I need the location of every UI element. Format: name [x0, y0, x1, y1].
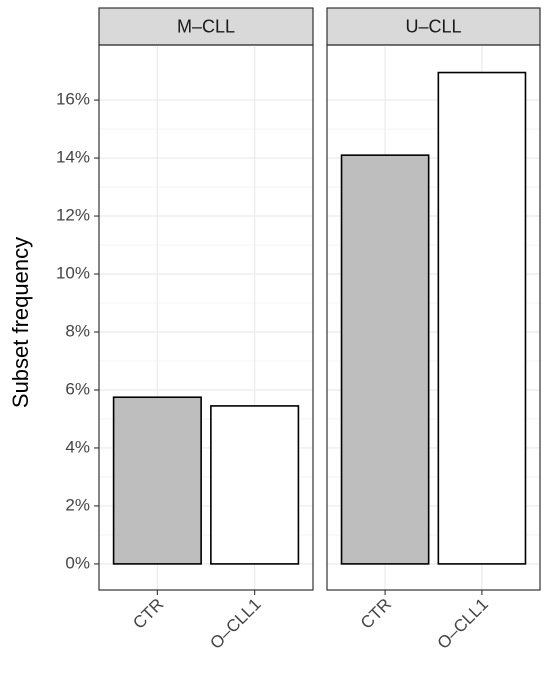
facet-label: U–CLL — [405, 16, 461, 36]
panel-border — [98, 44, 314, 591]
y-tick-label: 14% — [56, 148, 90, 167]
bar — [210, 405, 300, 565]
x-tick-label: CTR — [357, 595, 395, 633]
facet-strip — [326, 7, 541, 46]
y-tick-label: 12% — [56, 206, 90, 225]
y-tick-label: 10% — [56, 264, 90, 283]
facet-strip — [98, 7, 314, 46]
bar — [112, 396, 202, 565]
x-tick-label: O–CLL1 — [206, 595, 264, 653]
y-tick-label: 2% — [65, 495, 90, 514]
y-axis-label: Subset frequency — [8, 237, 33, 408]
facet-label: M–CLL — [177, 16, 235, 36]
y-tick-label: 4% — [65, 437, 90, 456]
y-tick-label: 8% — [65, 321, 90, 340]
x-tick-label: O–CLL1 — [434, 595, 492, 653]
y-tick-label: 0% — [65, 553, 90, 572]
bar — [340, 154, 430, 565]
panel-border — [326, 44, 541, 591]
bar — [437, 71, 527, 565]
y-tick-label: 6% — [65, 379, 90, 398]
y-tick-label: 16% — [56, 90, 90, 109]
x-tick-label: CTR — [129, 595, 167, 633]
